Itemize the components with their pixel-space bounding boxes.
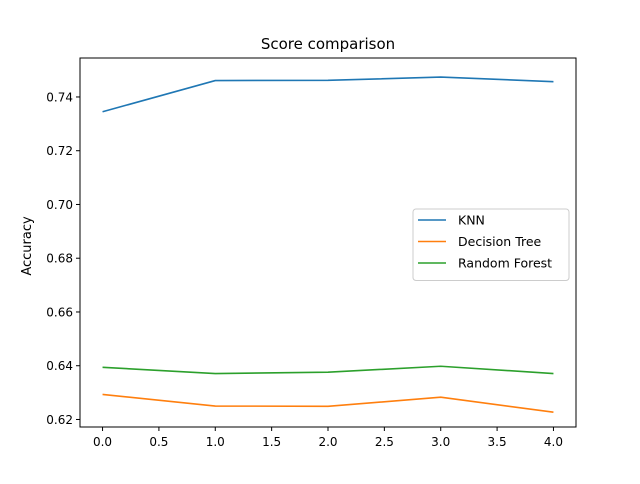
x-tick-label: 0.0 [93,435,112,449]
x-tick-label: 1.5 [262,435,281,449]
y-tick-label: 0.66 [46,305,73,319]
legend-label-knn: KNN [458,213,485,228]
series-line-knn [102,76,554,113]
plot-area: 0.0 0.5 1.0 1.5 2.0 2.5 3.0 3.5 4.0 0.62 0.64 0.66 0… [46,57,577,449]
x-tick-label: 2.0 [318,435,337,449]
x-tick-label: 4.0 [544,435,563,449]
legend: KNN Decision Tree Random Forest [412,208,570,281]
y-axis-label: Accuracy [20,216,35,276]
legend-label-decision-tree: Decision Tree [458,234,542,249]
y-tick-label: 0.74 [46,90,73,104]
y-tick-label: 0.62 [46,413,73,427]
y-tick-label: 0.64 [46,359,73,373]
legend-box [412,208,570,281]
x-tick-label: 2.5 [375,435,394,449]
x-tick-label: 0.5 [149,435,168,449]
x-tick-label: 3.5 [488,435,507,449]
y-tick-label: 0.68 [46,252,73,266]
chart-title: Score comparison [261,35,395,53]
x-tick-label: 3.0 [431,435,450,449]
legend-label-random-forest: Random Forest [458,256,552,271]
series-line-random-forest [102,365,554,375]
y-tick-label: 0.72 [46,144,73,158]
series-line-decision-tree [102,393,554,414]
y-tick-label: 0.70 [46,198,73,212]
x-tick-label: 1.0 [206,435,225,449]
